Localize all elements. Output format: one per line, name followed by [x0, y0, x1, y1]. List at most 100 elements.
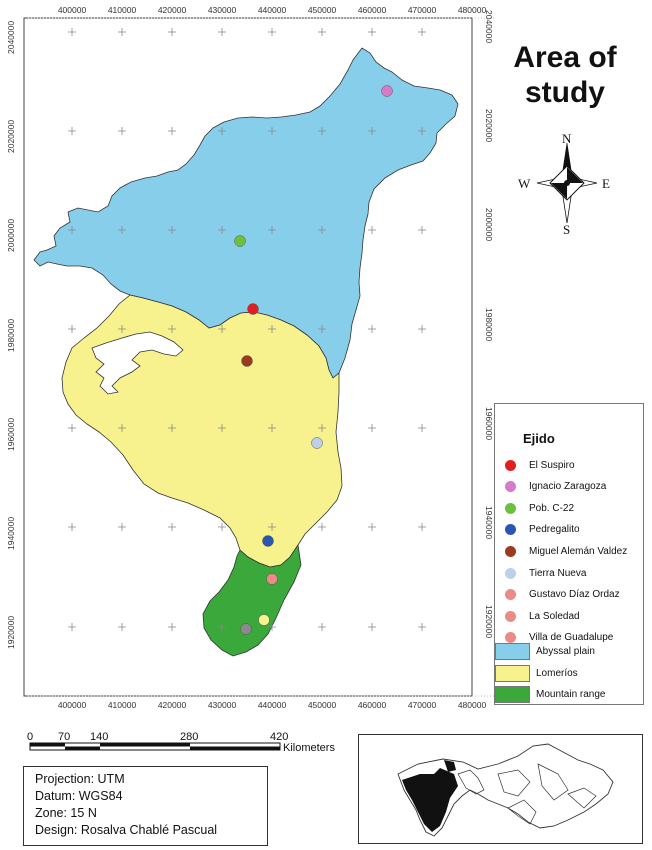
legend-ejido-item: Pedregalito	[495, 521, 580, 539]
grid-cross	[368, 325, 376, 333]
grid-cross	[418, 226, 426, 234]
grid-cross	[268, 523, 276, 531]
legend-dot-icon	[505, 502, 516, 514]
ejido-markers	[234, 85, 393, 635]
region-mountain-range[interactable]	[202, 543, 302, 657]
ejido-marker[interactable]	[262, 535, 274, 547]
map-info-box: Projection: UTM Datum: WGS84 Zone: 15 N …	[23, 766, 268, 846]
legend-ejido-item: Villa de Guadalupe	[495, 629, 613, 647]
legend-region-item: Abyssal plain	[495, 643, 595, 660]
grid-cross	[268, 127, 276, 135]
legend-swatch-icon	[495, 664, 530, 682]
x-tick-label: 440000	[257, 5, 287, 15]
legend-region-label: Mountain range	[536, 689, 606, 700]
legend-dot-icon	[505, 459, 516, 471]
ejido-marker[interactable]	[381, 85, 393, 97]
zone-text: Zone: 15 N	[35, 806, 97, 820]
grid-cross	[368, 623, 376, 631]
scale-bar	[29, 742, 281, 751]
grid-cross	[418, 424, 426, 432]
grid-cross	[368, 523, 376, 531]
grid-cross	[68, 623, 76, 631]
ejido-marker[interactable]	[247, 303, 259, 315]
legend-region-label: Abyssal plain	[536, 646, 595, 657]
legend-title: Ejido	[523, 431, 555, 446]
grid-cross	[218, 623, 226, 631]
grid-cross	[368, 226, 376, 234]
grid-cross	[368, 28, 376, 36]
grid-cross	[268, 226, 276, 234]
legend-ejido-label: La Soledad	[529, 610, 580, 622]
legend-dot-icon	[505, 481, 516, 493]
ejido-marker[interactable]	[240, 623, 252, 635]
x-tick-label: 470000	[407, 700, 437, 710]
legend-ejido-label: Ignacio Zaragoza	[529, 481, 607, 493]
legend-ejido-label: Pedregalito	[529, 524, 580, 536]
grid-cross	[168, 424, 176, 432]
legend-dot-icon	[505, 589, 516, 601]
scale-unit: Kilometers	[283, 742, 335, 754]
grid-cross	[168, 28, 176, 36]
x-tick-label: 470000	[407, 5, 437, 15]
x-tick-label: 420000	[157, 5, 187, 15]
grid-cross	[118, 523, 126, 531]
x-tick-label: 460000	[357, 700, 387, 710]
lagoon-channel	[91, 331, 184, 395]
y-tick-label: 2040000	[6, 20, 16, 54]
ejido-marker[interactable]	[258, 614, 270, 626]
grid-cross	[368, 424, 376, 432]
legend-dot-icon	[505, 567, 516, 579]
grid-cross	[268, 325, 276, 333]
grid-cross	[318, 424, 326, 432]
grid-cross	[268, 28, 276, 36]
grid-cross	[118, 127, 126, 135]
inset-map-frame	[358, 734, 643, 844]
grid-cross	[168, 226, 176, 234]
legend-ejido-label: Gustavo Díaz Ordaz	[529, 589, 620, 601]
region-lomerios[interactable]	[61, 294, 343, 568]
y-tick-label: 1960000	[484, 406, 494, 440]
x-tick-label: 480000	[457, 700, 487, 710]
grid-cross	[118, 424, 126, 432]
grid-cross	[418, 523, 426, 531]
ejido-marker[interactable]	[311, 437, 323, 449]
grid-cross	[68, 523, 76, 531]
x-tick-label: 460000	[357, 5, 387, 15]
grid-cross	[218, 28, 226, 36]
legend-ejido-item: La Soledad	[495, 607, 580, 625]
legend-ejido-item: Pob. C-22	[495, 499, 574, 517]
legend-ejido-item: Miguel Alemán Valdez	[495, 542, 627, 560]
scale-label: 140	[90, 731, 109, 743]
ejido-marker[interactable]	[266, 573, 278, 585]
grid-cross	[168, 325, 176, 333]
y-tick-label: 2020000	[6, 120, 16, 154]
grid-cross	[418, 127, 426, 135]
grid-crosses	[68, 28, 426, 631]
ejido-marker[interactable]	[241, 355, 253, 367]
compass-south-label: S	[563, 222, 571, 237]
legend-region-item: Lomeríos	[495, 664, 578, 682]
grid-cross	[68, 424, 76, 432]
legend-dot-icon	[505, 610, 516, 622]
y-tick-label: 1980000	[6, 318, 16, 352]
y-tick-label: 1980000	[484, 307, 494, 341]
grid-cross	[168, 623, 176, 631]
grid-cross	[118, 226, 126, 234]
grid-cross	[218, 127, 226, 135]
compass-north-label: N	[562, 131, 572, 146]
grid-cross	[318, 523, 326, 531]
ejido-marker[interactable]	[234, 235, 246, 247]
grid-cross	[418, 325, 426, 333]
grid-cross	[168, 127, 176, 135]
grid-cross	[218, 424, 226, 432]
x-tick-label: 400000	[57, 700, 87, 710]
x-tick-label: 430000	[207, 5, 237, 15]
grid-cross	[318, 226, 326, 234]
grid-cross	[118, 325, 126, 333]
legend-region-label: Lomeríos	[536, 667, 578, 679]
y-tick-label: 1940000	[6, 516, 16, 550]
x-tick-label: 440000	[257, 700, 287, 710]
legend-region-item: Mountain range	[495, 686, 606, 703]
legend-ejido-label: El Suspiro	[529, 459, 575, 471]
